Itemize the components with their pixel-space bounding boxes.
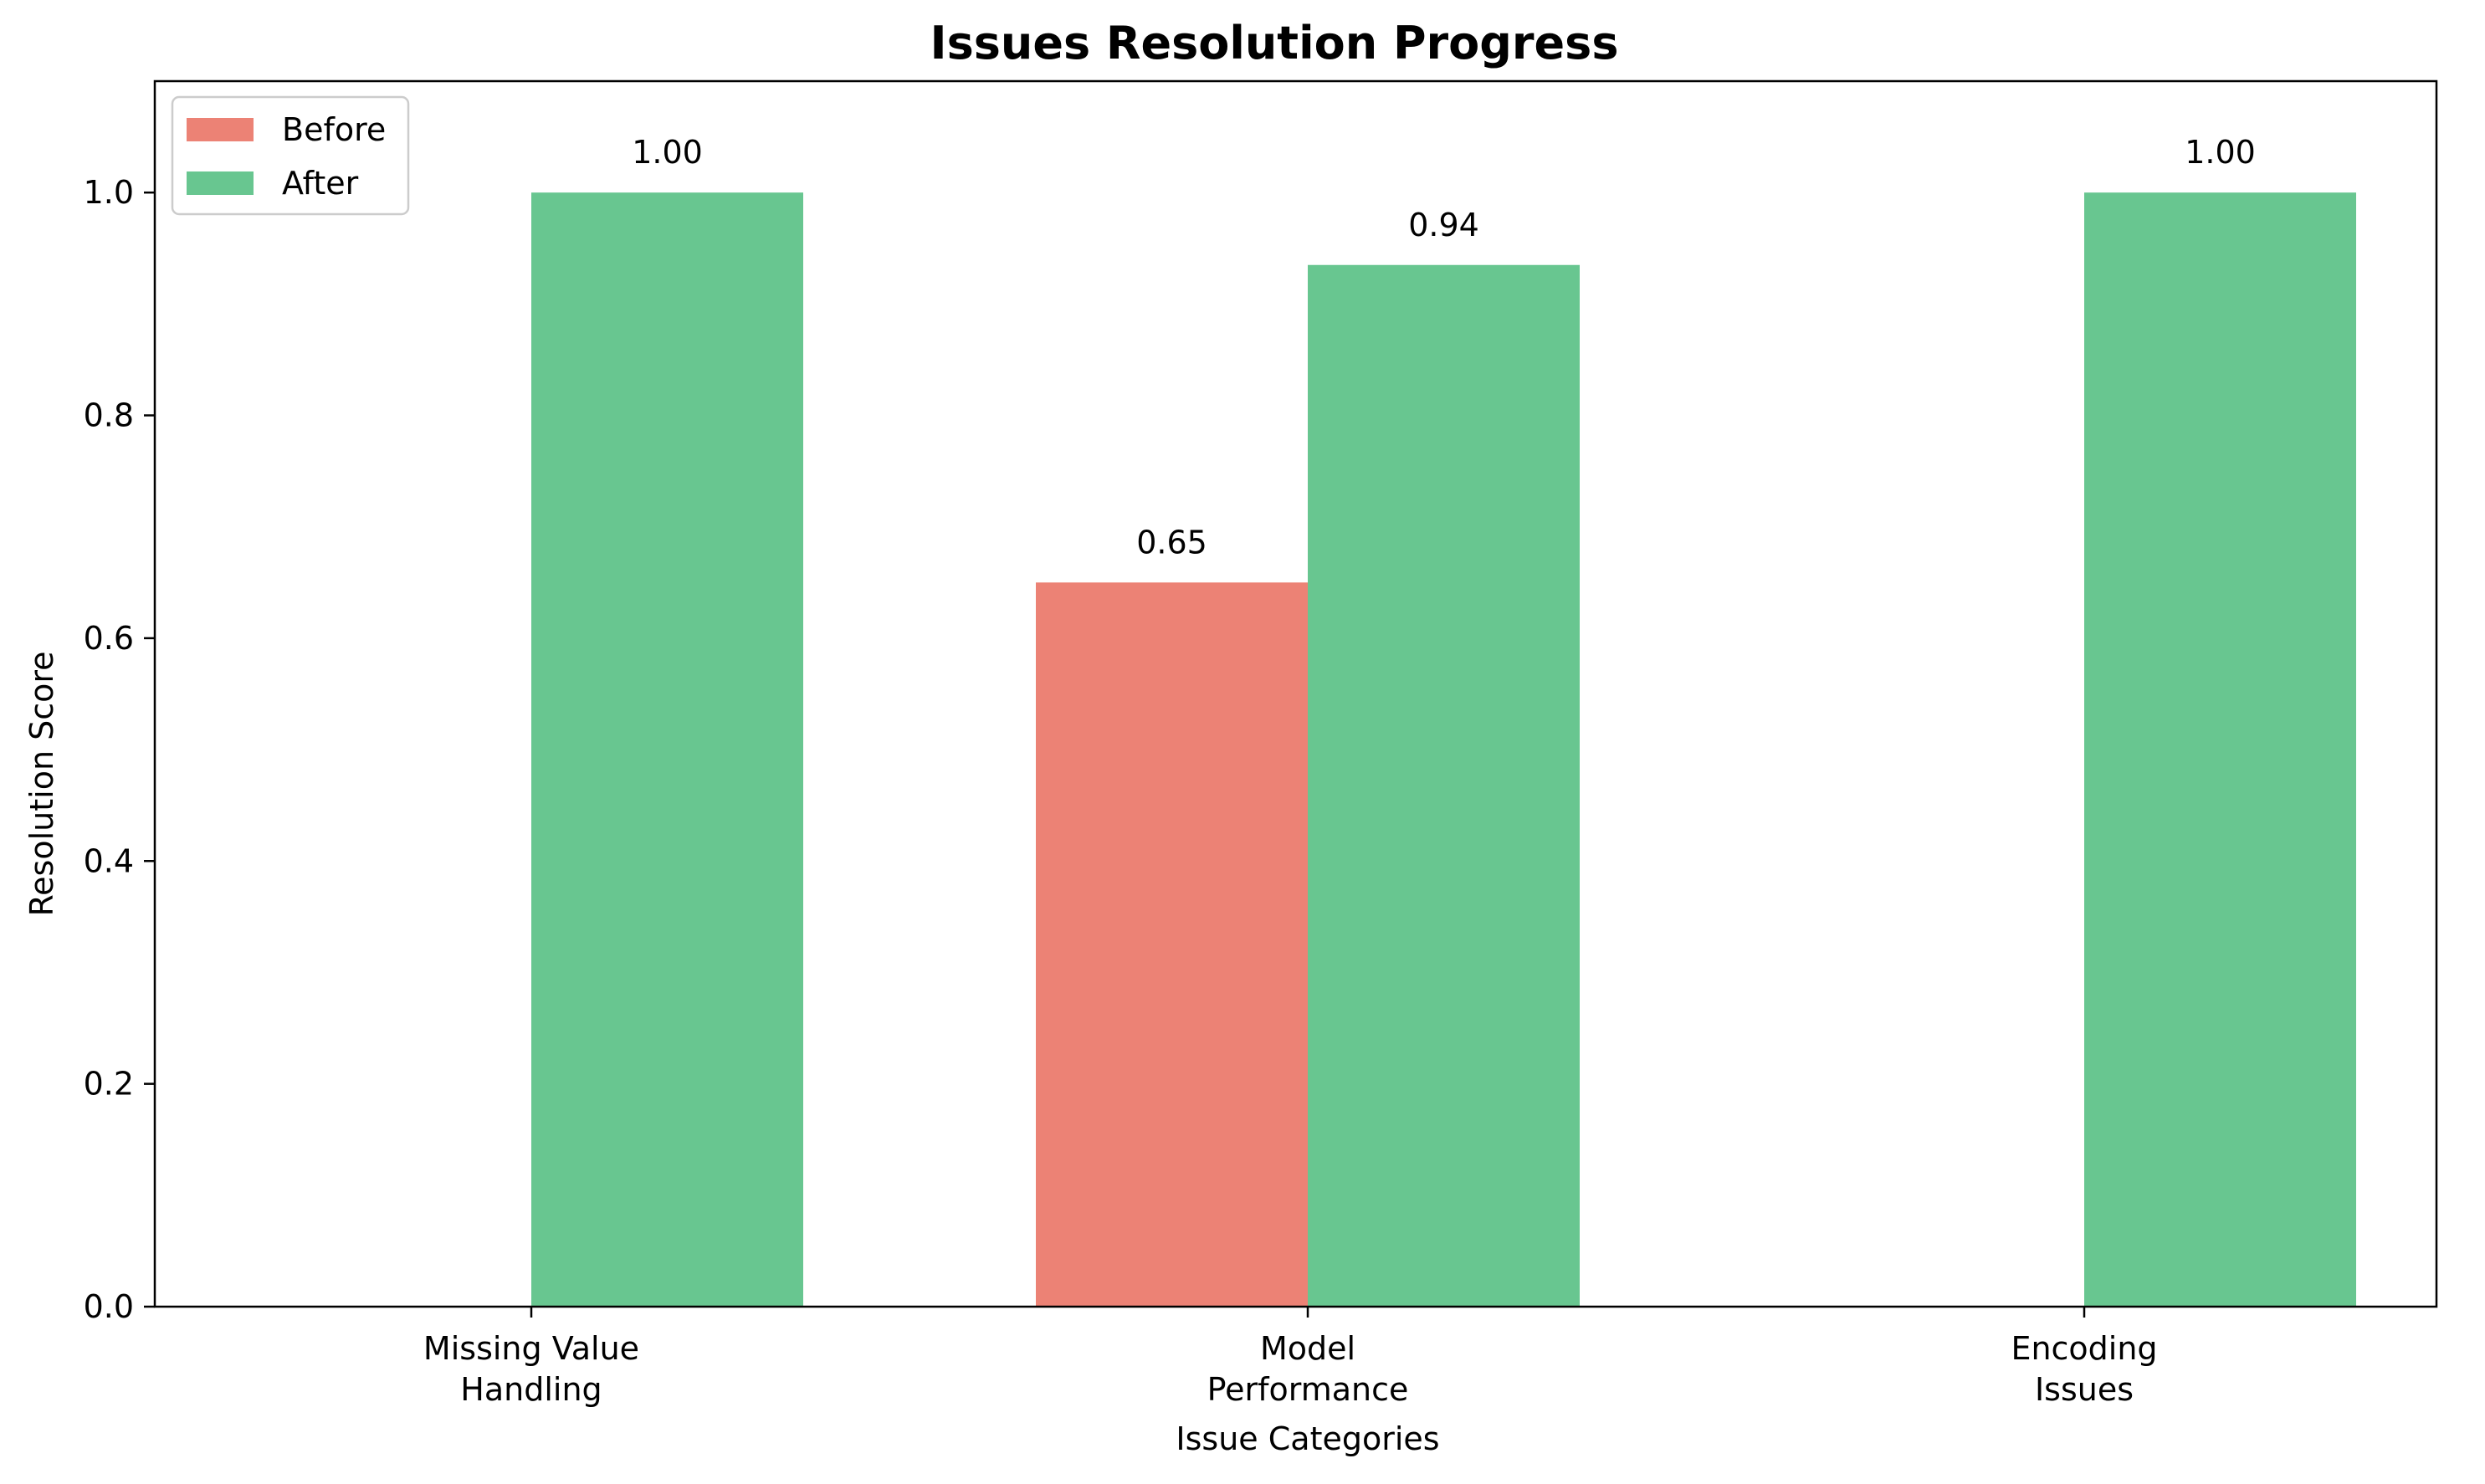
data-label-before-1: 0.65 — [1136, 524, 1207, 560]
bar-after-1 — [1308, 264, 1580, 1307]
legend: Before After — [171, 95, 410, 216]
y-tick-label: 0.0 — [84, 1288, 134, 1325]
legend-label-after: After — [282, 165, 359, 202]
legend-swatch-before — [187, 118, 254, 141]
data-label-after-2: 1.00 — [2185, 134, 2256, 171]
data-labels-group: 0.65 1.00 0.94 1.00 — [632, 134, 2256, 560]
plot-frame — [153, 79, 2438, 1308]
y-tick-label: 0.6 — [84, 620, 134, 657]
axes-group: 0.0 0.2 0.4 0.6 0.8 1.0 Missing Value Handling M… — [84, 79, 2438, 1408]
x-tick-label: Encoding — [2011, 1330, 2157, 1367]
y-tick-label: 0.8 — [84, 397, 134, 434]
legend-label-before: Before — [282, 111, 386, 148]
x-tick-label: Handling — [460, 1371, 602, 1408]
x-tick-label: Model — [1260, 1330, 1355, 1367]
x-tick-label: Missing Value — [423, 1330, 639, 1367]
y-tick-label: 0.4 — [84, 842, 134, 879]
chart-title: Issues Resolution Progress — [930, 17, 1619, 69]
legend-swatch-after — [187, 171, 254, 195]
bar-after-0 — [531, 192, 803, 1307]
x-tick-label: Performance — [1207, 1371, 1409, 1408]
data-label-after-0: 1.00 — [632, 134, 703, 171]
bar-before-1 — [1036, 582, 1308, 1307]
y-axis-label: Resolution Score — [23, 651, 60, 916]
bar-after-2 — [2084, 192, 2356, 1307]
x-axis-label: Issue Categories — [1176, 1420, 1439, 1457]
x-tick-label: Issues — [2035, 1371, 2134, 1408]
bars-group — [531, 192, 2356, 1307]
y-tick-label: 1.0 — [84, 174, 134, 211]
y-tick-label: 0.2 — [84, 1066, 134, 1103]
data-label-after-1: 0.94 — [1408, 207, 1479, 243]
